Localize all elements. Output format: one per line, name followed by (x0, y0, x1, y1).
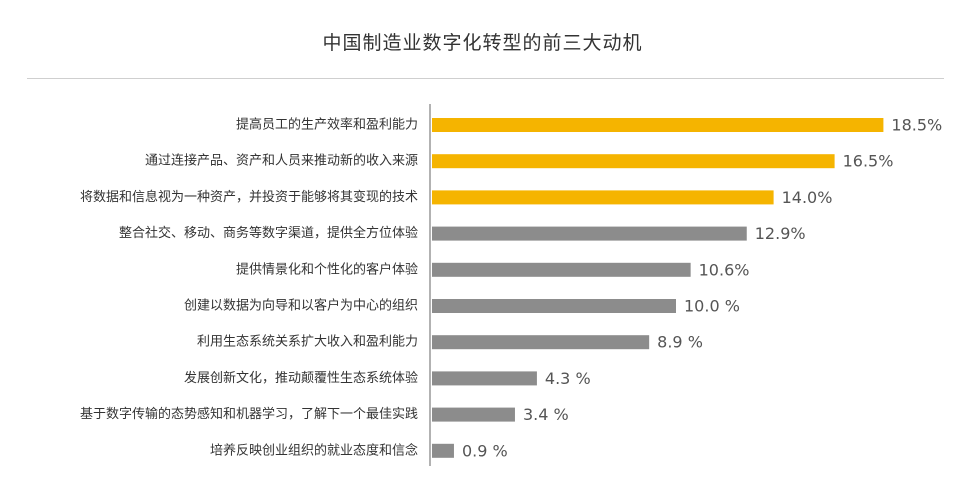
category-label-1: 通过连接产品、资产和人员来推动新的收入来源 (145, 153, 418, 169)
bar-3 (432, 226, 747, 241)
category-label-8: 基于数字传输的态势感知和机器学习，了解下一个最佳实践 (80, 406, 418, 422)
value-label-0: 18.5% (891, 116, 942, 135)
bar-8 (432, 407, 515, 422)
category-label-7: 发展创新文化，推动颠覆性生态系统体验 (184, 370, 418, 386)
value-label-3: 12.9% (755, 224, 806, 243)
category-label-0: 提高员工的生产效率和盈利能力 (236, 117, 418, 133)
value-label-8: 3.4 % (523, 405, 569, 424)
bar-6 (432, 335, 650, 350)
category-label-6: 利用生态系统关系扩大收入和盈利能力 (197, 335, 418, 350)
category-label-3: 整合社交、移动、商务等数字渠道，提供全方位体验 (119, 225, 418, 241)
bar-2 (432, 190, 774, 205)
value-label-4: 10.6% (699, 260, 750, 279)
value-label-9: 0.9 % (462, 441, 508, 460)
chart-title: 中国制造业数字化转型的前三大动机 (322, 32, 643, 54)
category-label-9: 培养反映创业组织的就业态度和信念 (210, 442, 418, 458)
bar-5 (432, 299, 676, 313)
bar-1 (432, 154, 835, 169)
category-label-5: 创建以数据为向导和以客户为中心的组织 (184, 298, 418, 314)
bar-7 (432, 371, 537, 386)
bar-0 (432, 118, 884, 132)
value-label-2: 14.0% (782, 188, 833, 207)
value-label-7: 4.3 % (545, 369, 591, 388)
title-divider (27, 78, 944, 79)
bar-4 (432, 262, 691, 277)
value-label-6: 8.9 % (657, 333, 703, 352)
bar-9 (432, 443, 454, 458)
category-label-2: 将数据和信息视为一种资产，并投资于能够将其变现的技术 (80, 189, 418, 205)
category-label-4: 提供情景化和个性化的客户体验 (236, 261, 418, 277)
value-label-5: 10.0 % (684, 297, 740, 316)
value-label-1: 16.5% (843, 152, 894, 171)
